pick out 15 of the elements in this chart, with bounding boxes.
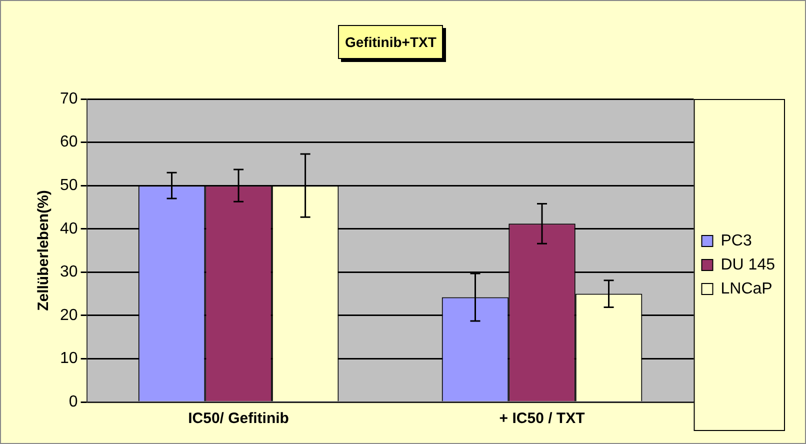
x-tick-label: IC50/ Gefitinib	[188, 410, 289, 428]
y-tick-label: 50	[60, 176, 78, 194]
y-tick-label: 20	[60, 306, 78, 324]
y-tick-label: 40	[60, 220, 78, 238]
legend-label: LNCaP	[720, 280, 772, 298]
legend-label: DU 145	[720, 256, 776, 274]
y-tick-label: 10	[60, 350, 78, 368]
y-tick-label: 30	[60, 264, 78, 281]
legend-label: PC3	[720, 232, 752, 250]
y-axis-title: Zellüberleben(%)	[35, 190, 52, 311]
x-tick-label: + IC50 / TXT	[499, 410, 585, 428]
y-tick-label: 70	[60, 90, 78, 108]
y-tick-label: 60	[60, 134, 78, 151]
chart-title: Gefitinib+TXT	[338, 25, 444, 59]
y-tick-label: 0	[68, 393, 78, 410]
